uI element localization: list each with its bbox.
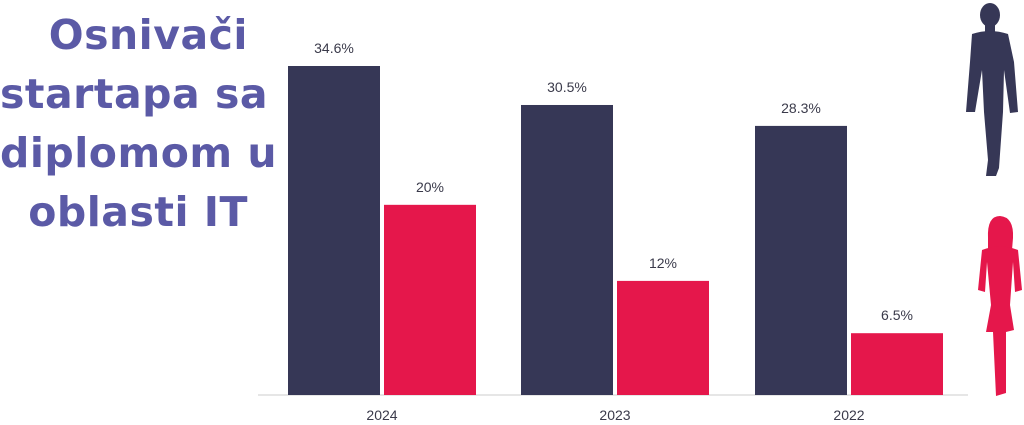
x-tick-label: 2022 <box>833 407 864 423</box>
bar <box>521 104 613 396</box>
bars-group: 34.6% 20% 2024 30.5% 12% 2023 28.3% 6.5% 2022 <box>288 40 943 423</box>
x-tick-label: 2024 <box>366 407 397 423</box>
title-line: startapa sa <box>0 70 269 118</box>
woman-silhouette-icon <box>978 216 1022 396</box>
data-label: 34.6% <box>314 40 354 56</box>
title-line: Osnivači <box>48 11 248 59</box>
bar <box>384 204 476 395</box>
bar <box>617 280 709 395</box>
chart-title: Osnivači startapa sa diplomom u oblasti … <box>0 6 278 242</box>
data-label: 6.5% <box>881 307 913 323</box>
man-silhouette-icon <box>966 3 1018 176</box>
data-label: 20% <box>416 179 444 195</box>
bar <box>851 333 943 395</box>
data-label: 28.3% <box>781 100 821 116</box>
data-label: 30.5% <box>547 79 587 95</box>
title-line: diplomom u <box>0 129 278 177</box>
x-tick-label: 2023 <box>599 407 630 423</box>
title-line: oblasti IT <box>28 188 248 236</box>
bar <box>755 125 847 395</box>
bar <box>288 66 380 395</box>
data-label: 12% <box>649 255 677 271</box>
